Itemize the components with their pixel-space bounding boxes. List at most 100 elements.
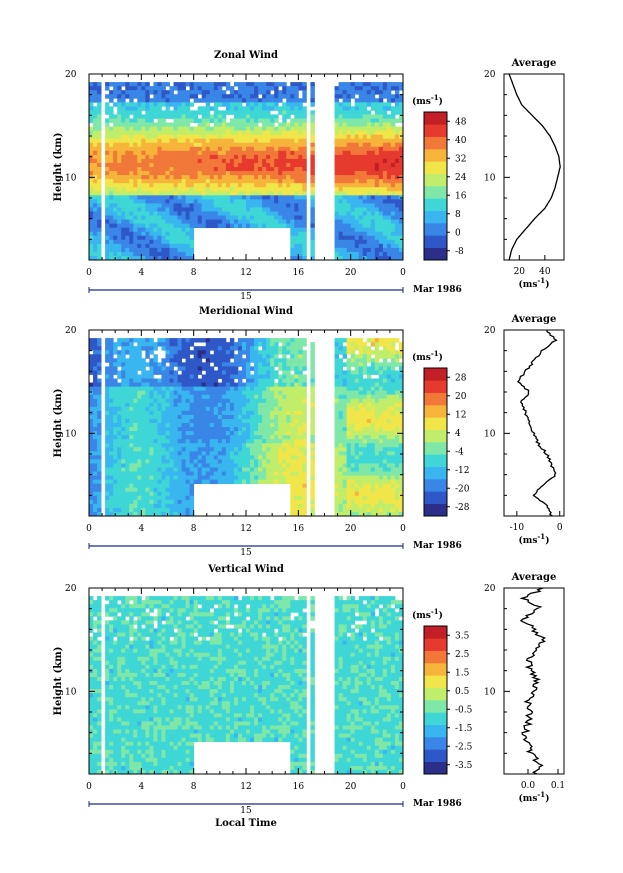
heatmap-cell [310,82,315,87]
heatmap-cell [346,154,352,160]
heatmap-cell [294,175,299,180]
heatmap-cell [386,179,392,184]
heatmap-cell [141,179,146,184]
heatmap-cell [334,227,339,233]
heatmap-cell [165,98,170,103]
heatmap-cell [133,431,138,436]
heatmap-cell [97,410,102,416]
heatmap-cell [113,138,118,144]
heatmap-cell [217,382,223,388]
heatmap-cell [121,195,126,200]
heatmap-cell [282,223,287,229]
heatmap-cell [246,338,251,343]
heatmap-cell [165,475,170,481]
heatmap-cell [129,507,134,513]
heatmap-cell [161,251,166,257]
heatmap-cell [173,463,178,468]
heatmap-cell [105,106,110,111]
heatmap-cell [169,94,174,99]
heatmap-cell [137,126,142,132]
heatmap-cell [157,167,162,172]
heatmap-cell [189,227,195,233]
heatmap-cell [125,390,130,396]
colorbar-label: 32 [455,154,466,164]
heatmap-cell [189,130,195,136]
heatmap-cell [137,431,142,436]
heatmap-cell [97,239,102,245]
heatmap-cell [145,507,150,513]
heatmap-cell [129,435,134,440]
heatmap-cell [113,175,118,180]
heatmap-cell [209,398,215,404]
heatmap-cell [294,146,299,152]
heatmap-cell [233,167,239,172]
heatmap-cell [370,231,376,237]
heatmap-cell [93,255,98,261]
heatmap-cell [221,102,227,107]
heatmap-cell [334,247,339,253]
heatmap-cell [362,255,368,261]
heatmap-cell [185,102,191,107]
heatmap-cell [213,126,219,132]
heatmap-cell [362,171,368,176]
heatmap-cell [310,90,315,95]
heatmap-cell [113,114,118,119]
heatmap-cell [161,255,166,261]
heatmap-cell [137,503,142,509]
heatmap-cell [374,110,380,115]
heatmap-cell [294,94,299,99]
heatmap-cell [354,142,360,148]
heatmap-cell [262,98,267,103]
heatmap-cell [121,183,126,188]
heatmap-cell [133,82,138,87]
heatmap-cell [133,443,138,448]
heatmap-cell [262,390,267,396]
heatmap-cell [177,106,182,111]
heatmap-cell [181,487,187,493]
heatmap-cell [129,390,134,396]
heatmap-cell [205,471,211,476]
heatmap-cell [153,414,158,420]
heatmap-cell [189,483,195,489]
heatmap-cell [250,382,255,388]
heatmap-cell [225,431,231,436]
heatmap-cell [121,487,126,493]
heatmap-cell [229,366,235,371]
heatmap-cell [334,183,339,188]
heatmap-cell [165,459,170,464]
heatmap-cell [350,86,356,91]
heatmap-cell [121,227,126,233]
heatmap-cell [290,451,295,456]
heatmap-cell [153,507,158,513]
heatmap-cell [201,394,207,400]
heatmap-cell [169,191,174,196]
heatmap-cell [217,102,223,107]
heatmap-cell [149,362,154,367]
heatmap-cell [286,455,291,460]
heatmap-cell [338,122,344,127]
heatmap-cell [246,110,251,115]
heatmap-cell [225,211,231,216]
heatmap-cell [262,90,267,95]
heatmap-cell [225,207,231,212]
heatmap-cell [177,346,182,351]
panel-title: Meridional Wind [199,306,293,317]
heatmap-cell [298,358,303,363]
heatmap-cell [149,211,154,216]
heatmap-cell [342,251,348,257]
heatmap-cell [141,130,146,136]
heatmap-cell [105,86,110,91]
heatmap-cell [258,90,263,95]
heatmap-cell [254,86,259,91]
heatmap-cell [105,451,110,456]
heatmap-cell [121,215,126,220]
heatmap-cell [145,215,150,220]
heatmap-cell [302,122,307,127]
heatmap-cell [193,118,199,123]
heatmap-cell [141,138,146,144]
heatmap-cell [185,370,191,375]
heatmap-cell [129,386,134,392]
heatmap-cell [254,358,259,363]
heatmap-cell [185,203,191,208]
heatmap-cell [105,410,110,416]
